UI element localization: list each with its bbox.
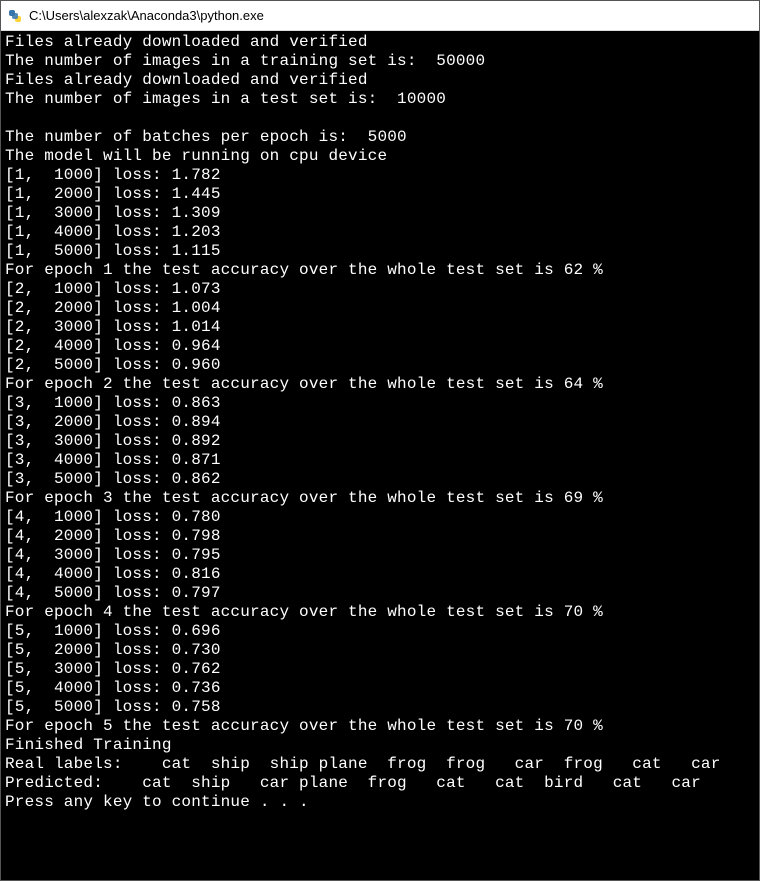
python-icon (7, 8, 23, 24)
window-title: C:\Users\alexzak\Anaconda3\python.exe (29, 8, 264, 23)
titlebar[interactable]: C:\Users\alexzak\Anaconda3\python.exe (1, 1, 759, 31)
terminal-output: Files already downloaded and verified Th… (5, 33, 755, 812)
console-window: C:\Users\alexzak\Anaconda3\python.exe Fi… (0, 0, 760, 881)
terminal-area[interactable]: Files already downloaded and verified Th… (1, 31, 759, 880)
